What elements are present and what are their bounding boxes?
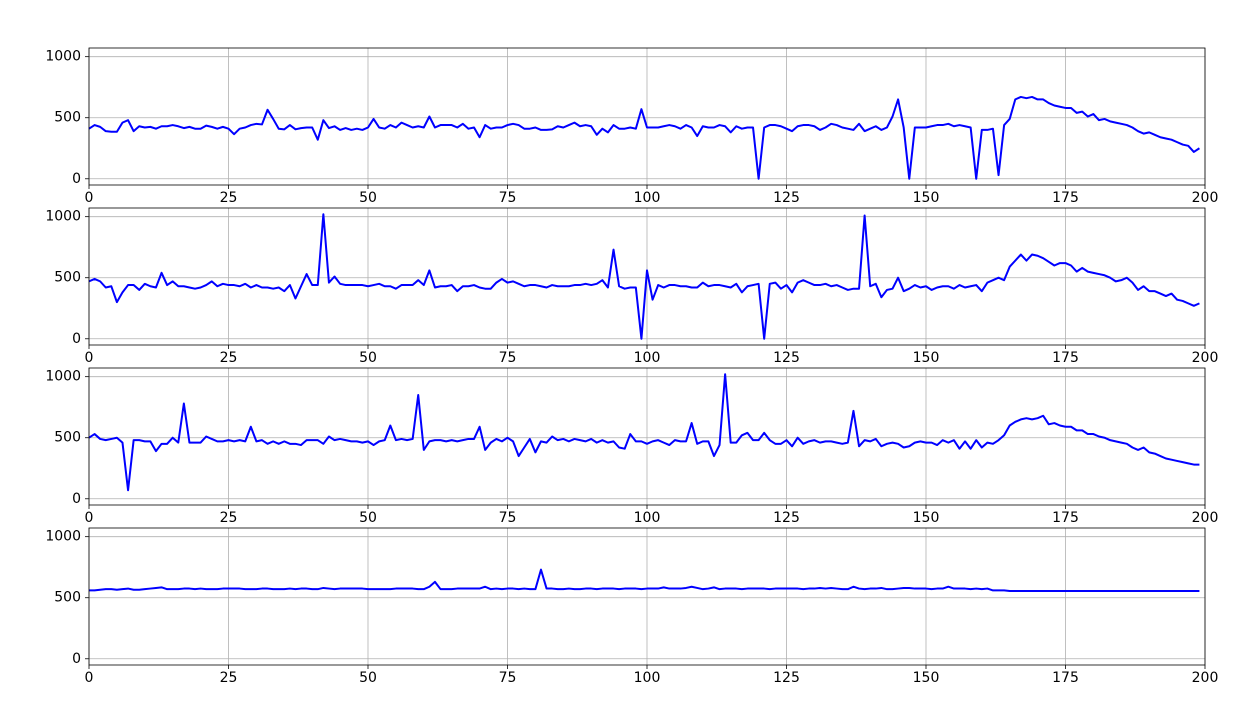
x-tick-label: 175 (1052, 190, 1079, 206)
y-tick-label: 500 (54, 110, 81, 126)
x-tick-label: 125 (773, 670, 800, 686)
x-tick-label: 25 (220, 510, 238, 526)
x-tick-label: 100 (634, 350, 661, 366)
x-tick-label: 150 (913, 510, 940, 526)
data-line (88, 213, 1200, 340)
y-tick-label: 1000 (45, 209, 81, 225)
y-tick-label: 500 (54, 270, 81, 286)
x-tick-label: 0 (85, 510, 94, 526)
x-tick-label: 0 (85, 190, 94, 206)
x-tick-label: 75 (499, 510, 517, 526)
y-tick-label: 500 (54, 590, 81, 606)
y-tick-label: 0 (72, 331, 81, 347)
x-tick-label: 50 (359, 510, 377, 526)
axes-frame (88, 47, 1206, 186)
x-tick-label: 75 (499, 350, 517, 366)
y-tick-label: 0 (72, 651, 81, 667)
x-tick-label: 50 (359, 190, 377, 206)
y-tick-label: 0 (72, 491, 81, 507)
x-tick-label: 175 (1052, 670, 1079, 686)
y-tick-label: 1000 (45, 529, 81, 545)
x-tick-label: 0 (85, 350, 94, 366)
x-tick-label: 25 (220, 350, 238, 366)
x-tick-label: 100 (634, 510, 661, 526)
x-tick-label: 150 (913, 670, 940, 686)
x-tick-label: 50 (359, 670, 377, 686)
data-line (89, 568, 1200, 593)
axes-frame (88, 367, 1206, 506)
x-tick-label: 125 (773, 350, 800, 366)
x-tick-label: 75 (499, 670, 517, 686)
x-tick-label: 100 (634, 190, 661, 206)
x-tick-label: 175 (1052, 510, 1079, 526)
y-tick-label: 500 (54, 430, 81, 446)
y-tick-label: 1000 (45, 369, 81, 385)
x-tick-label: 200 (1192, 350, 1219, 366)
x-tick-label: 200 (1192, 510, 1219, 526)
x-tick-label: 175 (1052, 350, 1079, 366)
x-tick-label: 75 (499, 190, 517, 206)
x-tick-label: 50 (359, 350, 377, 366)
x-tick-label: 125 (773, 510, 800, 526)
x-tick-label: 0 (85, 670, 94, 686)
x-tick-label: 125 (773, 190, 800, 206)
axes-frame (88, 207, 1206, 346)
data-line (88, 373, 1200, 492)
x-tick-label: 150 (913, 190, 940, 206)
x-tick-label: 150 (913, 350, 940, 366)
axes-frame (88, 527, 1206, 666)
x-tick-label: 200 (1192, 190, 1219, 206)
x-tick-label: 25 (220, 670, 238, 686)
x-tick-label: 200 (1192, 670, 1219, 686)
y-tick-label: 0 (72, 171, 81, 187)
x-tick-label: 25 (220, 190, 238, 206)
data-line (88, 95, 1200, 180)
y-tick-label: 1000 (45, 49, 81, 65)
x-tick-label: 100 (634, 670, 661, 686)
